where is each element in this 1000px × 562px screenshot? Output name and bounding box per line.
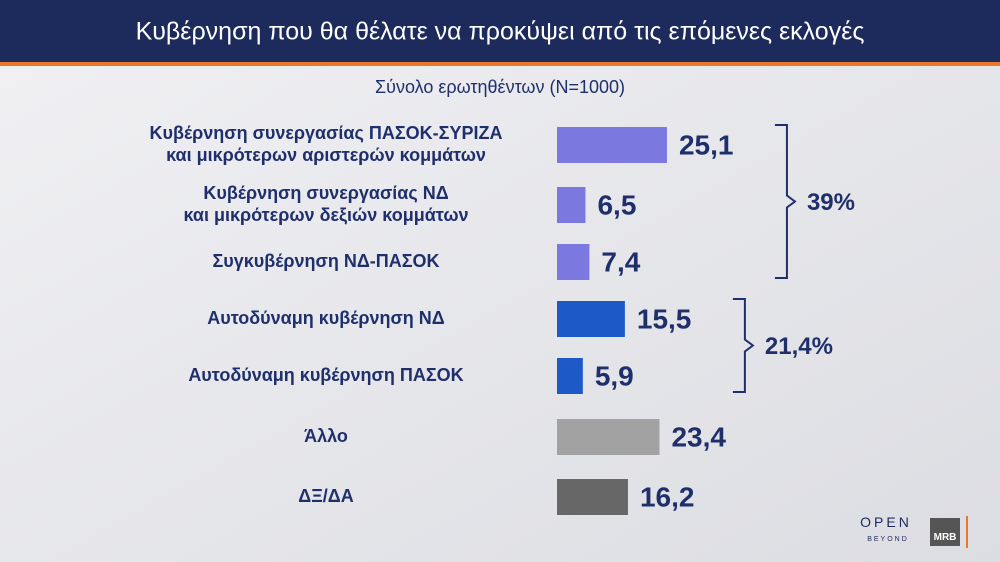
category-label: Κυβέρνηση συνεργασίας ΝΔ και μικρότερων δ… (183, 183, 468, 226)
logo-text: OPEN (860, 514, 912, 530)
bracket (774, 124, 797, 279)
bar (557, 244, 590, 280)
group-total: 39% (807, 189, 855, 216)
bracket (732, 298, 755, 393)
bar (557, 187, 586, 223)
category-label: Κυβέρνηση συνεργασίας ΠΑΣΟΚ-ΣΥΡΙΖΑ και μι… (150, 123, 503, 165)
bar (557, 301, 625, 337)
value-label: 5,9 (595, 360, 634, 391)
value-label: 16,2 (640, 481, 695, 512)
value-label: 23,4 (671, 421, 726, 452)
bar (557, 419, 660, 455)
chart-title: Κυβέρνηση που θα θέλατε να προκύψει από … (136, 18, 865, 46)
category-label: Αυτοδύναμη κυβέρνηση ΝΔ (207, 308, 445, 328)
group-total: 21,4% (765, 333, 833, 360)
logo-text: BEYOND (867, 536, 909, 543)
category-label: Άλλο (304, 426, 348, 446)
header-band (0, 0, 1000, 62)
logo-text: MRB (934, 532, 957, 543)
category-label: Αυτοδύναμη κυβέρνηση ΠΑΣΟΚ (188, 365, 463, 385)
value-label: 25,1 (679, 129, 734, 160)
bar (557, 358, 583, 394)
value-label: 7,4 (601, 246, 640, 277)
logo-rule (966, 516, 968, 548)
value-label: 15,5 (637, 303, 692, 334)
category-label: Συγκυβέρνηση ΝΔ-ΠΑΣΟΚ (212, 251, 439, 271)
header-rule (0, 62, 1000, 66)
logo-box (930, 518, 960, 546)
value-label: 6,5 (597, 189, 636, 220)
chart-subtitle: Σύνολο ερωτηθέντων (N=1000) (375, 77, 625, 97)
bar (557, 479, 628, 515)
category-label: ΔΞ/ΔΑ (298, 486, 353, 506)
bar (557, 127, 667, 163)
